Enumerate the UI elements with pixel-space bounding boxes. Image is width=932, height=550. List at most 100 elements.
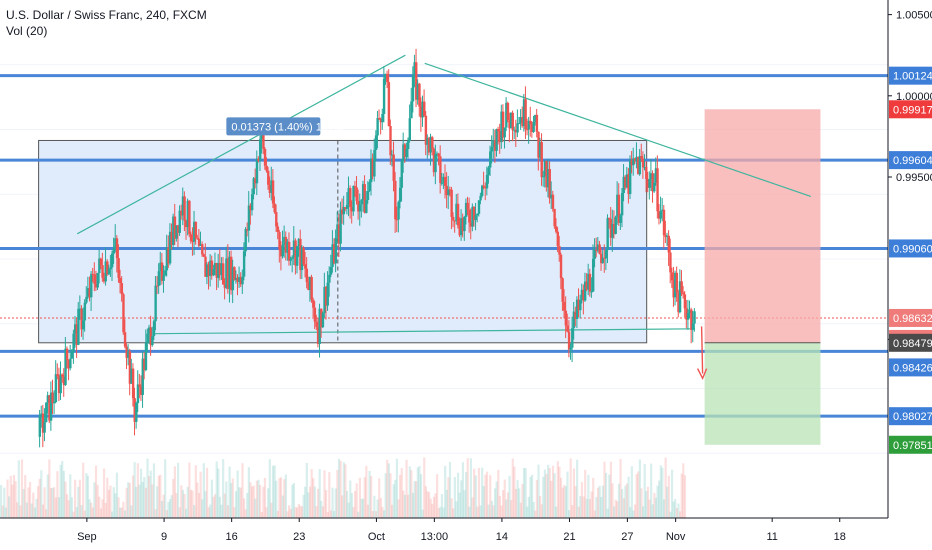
candle-body — [680, 281, 683, 293]
candle-body — [678, 281, 682, 313]
volume-bar — [527, 496, 530, 518]
candle-body — [593, 249, 597, 259]
candle-body — [461, 218, 465, 232]
candle-body — [493, 140, 497, 151]
volume-bar — [506, 492, 510, 518]
candle-body — [77, 308, 80, 345]
volume-bar — [342, 462, 345, 518]
projection-arrowhead — [696, 368, 708, 381]
volume-bar — [619, 458, 622, 518]
volume-bar — [167, 501, 170, 518]
volume-bar — [551, 465, 555, 518]
volume-bar — [143, 477, 146, 518]
candle-body — [209, 260, 212, 276]
candle-body — [276, 226, 280, 233]
volume-bar — [666, 486, 669, 518]
candle-body — [173, 216, 177, 239]
volume-bar — [246, 492, 249, 518]
volume-bar — [247, 467, 250, 518]
volume-bar — [616, 501, 619, 518]
volume-bar — [326, 511, 329, 518]
candle-body — [649, 173, 653, 180]
candle-body — [326, 282, 329, 306]
volume-bar — [674, 499, 677, 518]
candle-body — [691, 323, 695, 330]
candle-body — [181, 196, 185, 216]
volume-bar — [624, 485, 627, 518]
volume-indicator-label: Vol (20) — [6, 24, 48, 38]
candle-body — [170, 231, 173, 245]
candle-body — [189, 234, 193, 241]
price-tag-label: 0.98027 — [893, 411, 932, 423]
volume-bar — [427, 492, 431, 518]
volume-bar — [104, 502, 107, 518]
volume-bar — [106, 477, 109, 518]
volume-bar — [387, 463, 390, 518]
candle-body — [590, 291, 593, 293]
candle-body — [481, 185, 484, 196]
candle-body — [111, 253, 114, 268]
volume-bar — [590, 491, 593, 518]
candle-body — [312, 299, 315, 308]
candle-body — [151, 336, 154, 346]
volume-bar — [226, 505, 230, 518]
candle-body — [567, 331, 571, 350]
candle-body — [154, 285, 157, 322]
candle-body — [516, 123, 519, 133]
candle-body — [185, 220, 188, 228]
volume-bar — [318, 469, 321, 518]
volume-bar — [286, 511, 289, 518]
volume-bar — [292, 482, 296, 518]
volume-bar — [228, 466, 231, 518]
time-tick-label: 23 — [293, 531, 305, 543]
candle-body — [244, 229, 247, 252]
price-tag-level — [889, 407, 932, 426]
volume-bar — [661, 467, 664, 518]
candle-body — [505, 102, 508, 128]
candle-body — [57, 376, 61, 394]
volume-bar — [313, 486, 316, 518]
volume-bar — [584, 469, 587, 518]
candle-body — [217, 263, 220, 278]
volume-bar — [164, 459, 167, 518]
volume-bar — [49, 487, 53, 518]
time-tick-label: 11 — [766, 531, 777, 543]
volume-bar — [675, 508, 678, 518]
volume-bar — [352, 506, 355, 518]
candle-body — [611, 223, 614, 238]
candle-body — [355, 187, 358, 201]
candle-body — [464, 202, 468, 217]
time-tick-label: 27 — [621, 531, 633, 543]
candle-body — [361, 184, 365, 201]
volume-bar — [83, 510, 86, 518]
volume-bar — [609, 461, 613, 518]
volume-bar — [521, 483, 524, 518]
volume-bar — [596, 487, 600, 518]
candle-body — [254, 178, 257, 184]
candle-body — [405, 149, 408, 158]
candle-body — [368, 182, 371, 192]
candle-body — [64, 348, 67, 385]
volume-bar — [640, 488, 643, 518]
take-profit-zone — [704, 342, 821, 445]
candle-body — [468, 209, 471, 223]
volume-bar — [19, 505, 22, 518]
candle-body — [328, 274, 331, 283]
candle-body — [320, 308, 323, 328]
price-tag-label: 1.00124 — [893, 71, 932, 83]
volume-bar — [238, 487, 241, 518]
candle-body — [575, 299, 579, 319]
volume-bar — [505, 499, 508, 518]
candle-body — [360, 200, 363, 205]
volume-bar — [275, 480, 278, 518]
volume-bar — [94, 465, 98, 518]
volume-bar — [394, 479, 397, 518]
candle-body — [450, 189, 453, 217]
volume-bar — [11, 484, 14, 518]
candle-body — [350, 207, 354, 212]
candle-body — [257, 158, 260, 161]
volume-bar — [500, 505, 503, 518]
candle-body — [600, 253, 603, 264]
candle-body — [583, 281, 587, 301]
